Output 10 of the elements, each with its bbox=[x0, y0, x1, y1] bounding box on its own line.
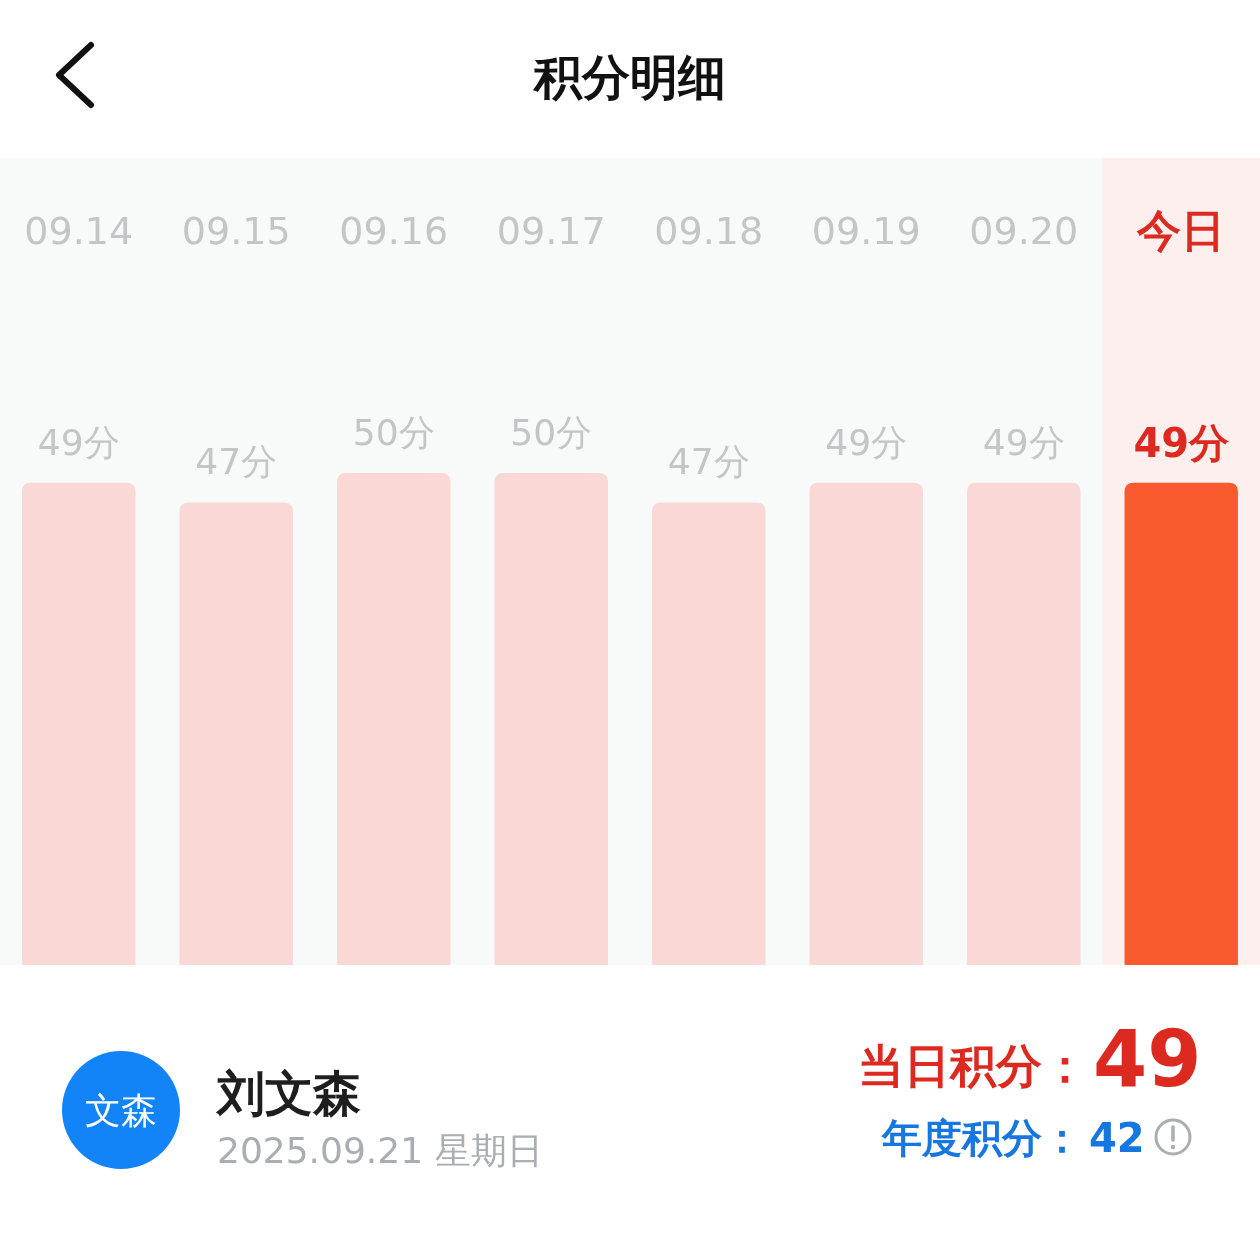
chart-title: 积分明细 bbox=[532, 49, 726, 105]
text: 年度积分： bbox=[881, 1115, 1082, 1161]
text: 2025.09.21 星期日 bbox=[217, 1130, 543, 1171]
text: 49 bbox=[1093, 1014, 1202, 1104]
text: 42 bbox=[1089, 1115, 1145, 1161]
data-label: 49分 bbox=[1133, 419, 1230, 466]
text: 当日积分： bbox=[858, 1039, 1088, 1093]
text: 文森 bbox=[85, 1090, 157, 1131]
x-tick-label: 今日 bbox=[1136, 205, 1226, 256]
text: 刘文森 bbox=[215, 1065, 361, 1121]
